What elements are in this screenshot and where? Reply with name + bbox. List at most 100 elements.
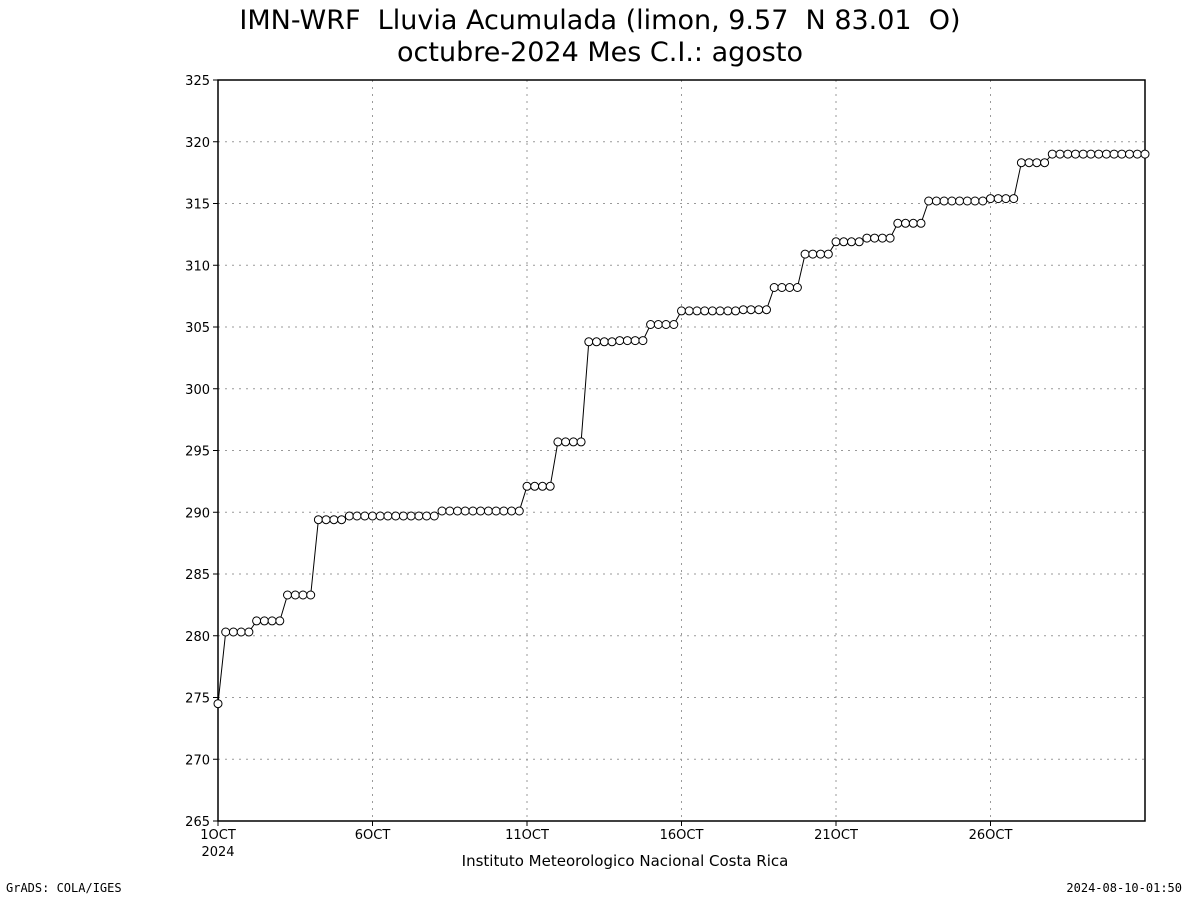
- data-point: [391, 511, 401, 521]
- data-point: [445, 506, 455, 516]
- data-point: [622, 336, 632, 346]
- data-point: [468, 506, 478, 516]
- data-point: [422, 511, 432, 521]
- data-point: [677, 306, 686, 316]
- data-point: [368, 511, 377, 521]
- y-tick-label: 280: [185, 630, 210, 645]
- data-point: [1109, 149, 1119, 159]
- data-point: [901, 218, 910, 228]
- data-point: [630, 336, 640, 346]
- data-point: [553, 437, 563, 447]
- y-tick-label: 325: [185, 74, 210, 89]
- data-point: [290, 590, 300, 600]
- data-point: [352, 511, 362, 521]
- data-point: [955, 196, 965, 206]
- data-point: [754, 305, 764, 315]
- x-tick-label: 1OCT: [200, 828, 236, 843]
- data-point: [916, 218, 926, 228]
- x-tick-label: 6OCT: [355, 828, 391, 843]
- data-point: [839, 237, 849, 247]
- data-point: [746, 305, 756, 315]
- data-point: [344, 511, 354, 521]
- data-point: [908, 218, 918, 228]
- data-point: [692, 306, 702, 316]
- data-point: [731, 306, 741, 316]
- data-point: [762, 305, 771, 315]
- data-point: [1032, 158, 1042, 168]
- chart-subtitle: octubre-2024 Mes C.I.: agosto: [397, 37, 803, 68]
- data-point: [924, 196, 934, 206]
- data-point: [244, 627, 254, 637]
- data-point: [986, 194, 995, 204]
- data-point: [823, 249, 833, 259]
- data-point: [221, 627, 231, 637]
- data-point: [406, 511, 416, 521]
- data-point: [1055, 149, 1065, 159]
- y-tick-label: 295: [185, 445, 210, 460]
- data-point: [1101, 149, 1111, 159]
- data-point: [538, 481, 547, 491]
- y-tick-label: 265: [185, 815, 210, 830]
- data-point: [653, 320, 663, 329]
- data-point: [877, 233, 887, 243]
- data-point: [236, 627, 246, 637]
- data-point: [252, 616, 262, 626]
- series-accumulated-rain: [213, 149, 1150, 709]
- data-point: [970, 196, 980, 206]
- data-point: [607, 337, 617, 347]
- y-tick-label: 290: [185, 506, 210, 521]
- data-point: [507, 506, 517, 516]
- data-point: [1140, 149, 1150, 159]
- y-tick-label: 285: [185, 568, 210, 583]
- y-tick-label: 320: [185, 136, 210, 151]
- data-point: [267, 616, 277, 626]
- data-point: [931, 196, 941, 206]
- data-point: [283, 590, 292, 600]
- data-point: [429, 511, 439, 521]
- data-point: [530, 481, 540, 491]
- data-point: [1040, 158, 1050, 168]
- data-point: [360, 511, 370, 521]
- y-tick-label: 275: [185, 692, 210, 707]
- data-point: [1125, 149, 1134, 159]
- data-point: [707, 306, 717, 316]
- data-point: [1009, 194, 1019, 204]
- data-point: [453, 506, 462, 516]
- data-point: [646, 320, 656, 329]
- data-point: [337, 515, 347, 525]
- data-point: [313, 515, 323, 525]
- data-point: [808, 249, 818, 259]
- data-point: [514, 506, 524, 516]
- data-point: [1071, 149, 1080, 159]
- data-point: [460, 506, 470, 516]
- data-point: [854, 237, 864, 247]
- series-line: [217, 153, 1145, 704]
- data-point: [375, 511, 385, 521]
- data-point: [545, 481, 555, 491]
- data-point: [414, 511, 424, 521]
- data-point: [870, 233, 880, 243]
- footer-software-label: GrADS: COLA/IGES: [6, 881, 122, 895]
- data-point: [769, 283, 779, 292]
- grid-lines: [218, 80, 1145, 821]
- data-point: [947, 196, 957, 206]
- data-point: [792, 283, 802, 292]
- data-point: [213, 699, 223, 709]
- y-tick-label: 315: [185, 198, 210, 213]
- data-point: [298, 590, 308, 600]
- y-tick-label: 305: [185, 321, 210, 336]
- data-point: [584, 337, 594, 347]
- data-point: [568, 437, 578, 447]
- data-point: [329, 515, 339, 525]
- data-point: [1047, 149, 1057, 159]
- data-point: [847, 237, 856, 247]
- data-point: [321, 515, 331, 525]
- data-point: [398, 511, 408, 521]
- data-point: [615, 336, 625, 346]
- data-point: [576, 437, 586, 447]
- data-point: [723, 306, 733, 316]
- y-tick-label: 270: [185, 753, 210, 768]
- x-tick-label: 21OCT: [814, 828, 858, 843]
- credit-label: Instituto Meteorologico Nacional Costa R…: [461, 852, 789, 870]
